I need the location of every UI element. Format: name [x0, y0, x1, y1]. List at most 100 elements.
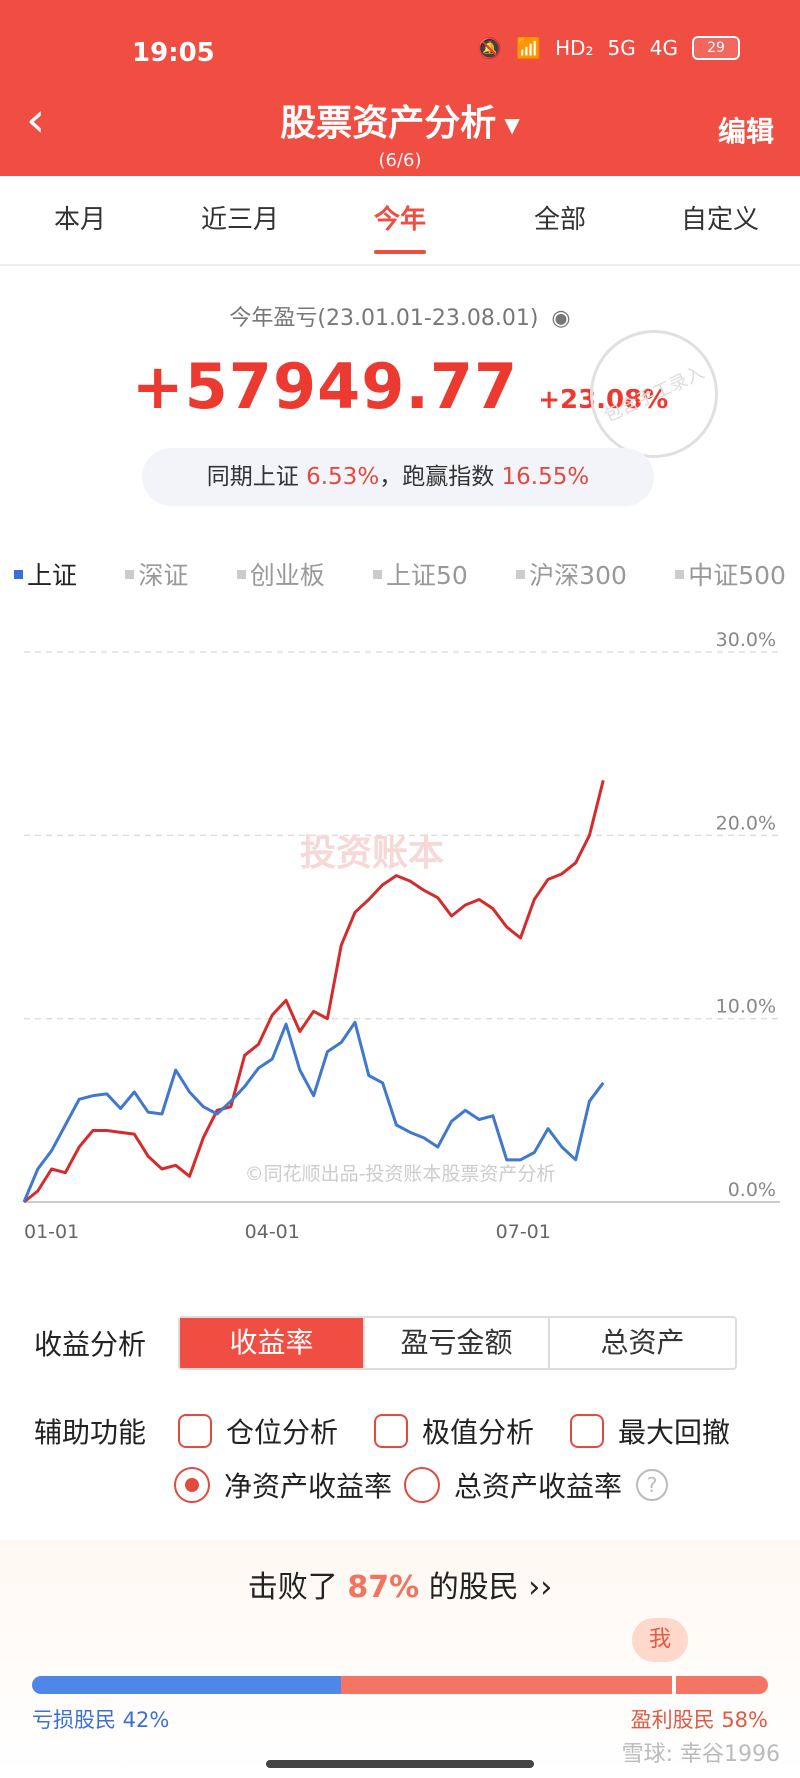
pl-period-label: 今年盈亏(23.01.01-23.08.01) ◉: [0, 300, 800, 332]
compare-excess-value: 16.55%: [501, 464, 590, 490]
tab-this-year[interactable]: 今年: [320, 176, 480, 264]
status-icons: 🔕 📶 HD₂ 5G 4G 29: [477, 36, 740, 60]
x-tick-label: 07-01: [496, 1221, 551, 1243]
beat-value: 87%: [347, 1570, 420, 1605]
radio-label: 净资产收益率: [224, 1470, 393, 1503]
check-position[interactable]: 仓位分析: [178, 1411, 338, 1451]
y-tick-label: 20.0%: [716, 812, 776, 834]
radio-total-roa[interactable]: 总资产收益率: [404, 1465, 622, 1505]
footer-watermark: 雪球: 幸谷1996: [621, 1742, 780, 1767]
profit-bar: [341, 1676, 768, 1694]
app-header: 19:05 🔕 📶 HD₂ 5G 4G 29 ‹ 股票资产分析 ▼ (6/6) 编…: [0, 0, 800, 176]
return-chart[interactable]: 30.0% 20.0% 10.0% 0.0% 投资账本 ©同花顺出品-投资账本股票资产…: [0, 610, 800, 1260]
seg-return-rate[interactable]: 收益率: [180, 1318, 365, 1368]
beat-prefix: 击败了: [247, 1570, 338, 1605]
legend-marker-icon: [675, 569, 685, 579]
home-indicator[interactable]: [266, 1760, 534, 1768]
pl-period-text: 今年盈亏(23.01.01-23.08.01): [229, 306, 539, 331]
radio-icon[interactable]: [404, 1467, 441, 1503]
legend-cyb[interactable]: 创业板: [236, 556, 325, 592]
analysis-segment: 收益率 盈亏金额 总资产: [178, 1316, 737, 1370]
legend-marker-icon: [14, 569, 23, 579]
loss-bar: [32, 1676, 342, 1694]
edit-button[interactable]: 编辑: [717, 115, 774, 148]
legend-label: 深证: [138, 561, 189, 590]
seg-total-assets[interactable]: 总资产: [600, 1326, 685, 1359]
chart-footer-watermark: ©同花顺出品-投资账本股票资产分析: [245, 1163, 556, 1185]
status-time: 19:05: [132, 38, 215, 68]
beat-text[interactable]: 击败了 87% 的股民 ››: [0, 1562, 800, 1606]
help-icon[interactable]: ?: [636, 1469, 669, 1501]
investor-bar: [32, 1676, 768, 1694]
tab-this-month[interactable]: 本月: [53, 205, 106, 235]
mute-icon: 🔕: [477, 36, 503, 60]
pl-value: +57949.77 +23.08%: [0, 350, 800, 423]
loss-label: 亏损股民 42%: [32, 1708, 170, 1732]
pl-amount: +57949.77: [131, 350, 519, 423]
check-label: 极值分析: [422, 1416, 535, 1449]
tab-three-months[interactable]: 近三月: [200, 205, 279, 235]
chart-series: [22, 779, 605, 1204]
checkbox-icon[interactable]: [570, 1414, 605, 1448]
legend-label: 创业板: [249, 561, 325, 590]
legend-hs300[interactable]: 沪深300: [516, 556, 627, 592]
legend-sz50[interactable]: 上证50: [373, 556, 468, 592]
analysis-row: 收益分析 收益率 盈亏金额 总资产: [34, 1316, 737, 1370]
me-marker: [672, 1664, 677, 1694]
dropdown-caret-icon[interactable]: ▼: [504, 113, 520, 137]
checkbox-icon[interactable]: [178, 1414, 212, 1448]
check-drawdown[interactable]: 最大回撤: [570, 1411, 730, 1451]
radio-icon[interactable]: [174, 1467, 210, 1503]
legend-label: 沪深300: [529, 561, 627, 590]
wifi-icon: 📶: [516, 36, 542, 60]
index-compare-pill: 同期上证 6.53%，跑赢指数 16.55%: [142, 448, 654, 506]
period-tabs: 本月 近三月 今年 全部 自定义: [0, 176, 800, 266]
index-legend: 上证 深证 创业板 上证50 沪深300 中证500: [0, 556, 800, 592]
legend-marker-icon: [125, 569, 135, 579]
tab-all[interactable]: 全部: [533, 205, 586, 235]
legend-sz[interactable]: 深证: [125, 556, 188, 592]
legend-sh[interactable]: 上证: [14, 556, 77, 592]
legend-marker-icon: [373, 569, 383, 579]
legend-label: 上证: [27, 561, 78, 590]
check-label: 最大回撤: [618, 1416, 731, 1449]
eye-icon[interactable]: ◉: [551, 306, 571, 331]
chart-grid: 30.0% 20.0% 10.0% 0.0%: [24, 629, 780, 1203]
page-title[interactable]: 股票资产分析 ▼: [0, 94, 800, 146]
legend-label: 中证500: [688, 561, 786, 590]
seg-pl-amount[interactable]: 盈亏金额: [365, 1318, 550, 1368]
check-extreme[interactable]: 极值分析: [374, 1411, 534, 1451]
portfolio-return-line: [23, 779, 605, 1204]
back-icon[interactable]: ‹: [26, 92, 46, 148]
legend-zz500[interactable]: 中证500: [675, 556, 786, 592]
page-title-text: 股票资产分析: [280, 103, 497, 144]
check-label: 仓位分析: [226, 1416, 339, 1449]
chart-x-ticks: 01-01 04-01 07-01: [24, 1221, 551, 1243]
index-return-line: [22, 1020, 605, 1203]
me-bubble: 我: [632, 1618, 688, 1662]
bar-labels: 亏损股民 42% 盈利股民 58%: [32, 1704, 768, 1734]
beat-suffix: 的股民 ››: [428, 1570, 553, 1605]
analysis-label: 收益分析: [34, 1328, 147, 1361]
legend-label: 上证50: [386, 561, 468, 590]
compare-mid: ，跑赢指数: [379, 464, 495, 490]
signal-5g-icon: 5G: [607, 36, 636, 60]
compare-prefix: 同期上证: [206, 464, 299, 490]
radio-net-roe[interactable]: 净资产收益率: [174, 1465, 392, 1505]
aux-label: 辅助功能: [34, 1416, 147, 1449]
checkbox-icon[interactable]: [374, 1414, 409, 1448]
page-subtitle: (6/6): [378, 150, 422, 171]
legend-marker-icon: [236, 569, 246, 579]
title-area[interactable]: 股票资产分析 ▼ (6/6): [0, 94, 800, 171]
compare-index-value: 6.53%: [306, 464, 380, 490]
y-tick-label: 30.0%: [716, 629, 776, 651]
tab-custom[interactable]: 自定义: [680, 205, 759, 235]
battery-icon: 29: [692, 36, 740, 60]
chart-watermark: 投资账本: [300, 833, 444, 874]
y-tick-label: 0.0%: [728, 1179, 776, 1201]
x-tick-label: 01-01: [24, 1221, 79, 1243]
signal-4g-icon: 4G: [649, 36, 678, 60]
radio-label: 总资产收益率: [454, 1470, 623, 1503]
legend-marker-icon: [516, 569, 526, 579]
aux-section: 辅助功能 仓位分析 极值分析 最大回撤 净资产收益率 总资产收益率 ?: [34, 1404, 730, 1512]
